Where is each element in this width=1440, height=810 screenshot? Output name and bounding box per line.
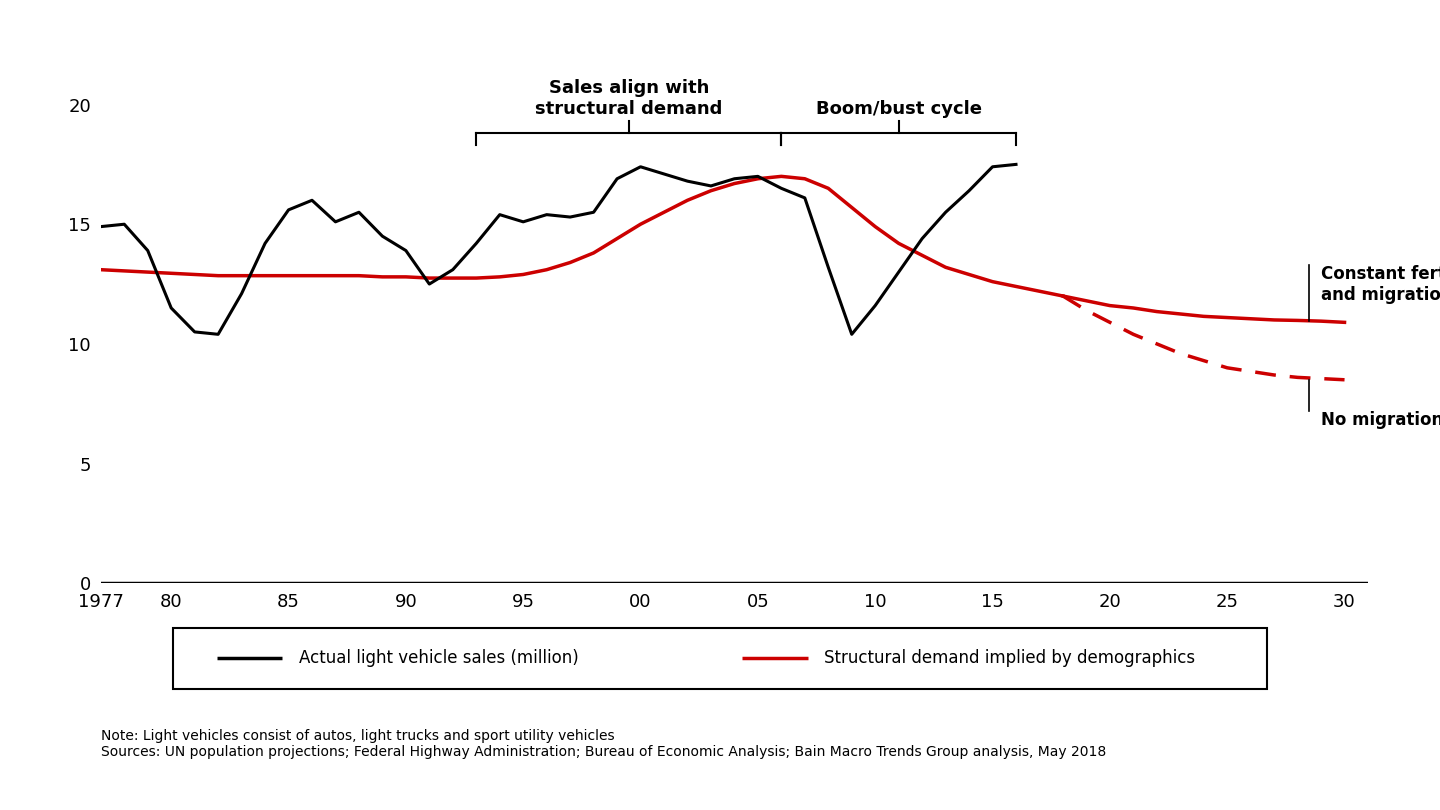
Text: Constant fertility
and migration: Constant fertility and migration (1320, 265, 1440, 304)
Text: Actual light vehicle sales (million): Actual light vehicle sales (million) (298, 649, 579, 667)
Text: No migration: No migration (1320, 411, 1440, 428)
Text: Boom/bust cycle: Boom/bust cycle (815, 100, 982, 117)
Text: Sales align with
structural demand: Sales align with structural demand (536, 79, 723, 117)
Text: Structural demand implied by demographics: Structural demand implied by demographic… (824, 649, 1195, 667)
Text: Note: Light vehicles consist of autos, light trucks and sport utility vehicles
S: Note: Light vehicles consist of autos, l… (101, 729, 1106, 759)
